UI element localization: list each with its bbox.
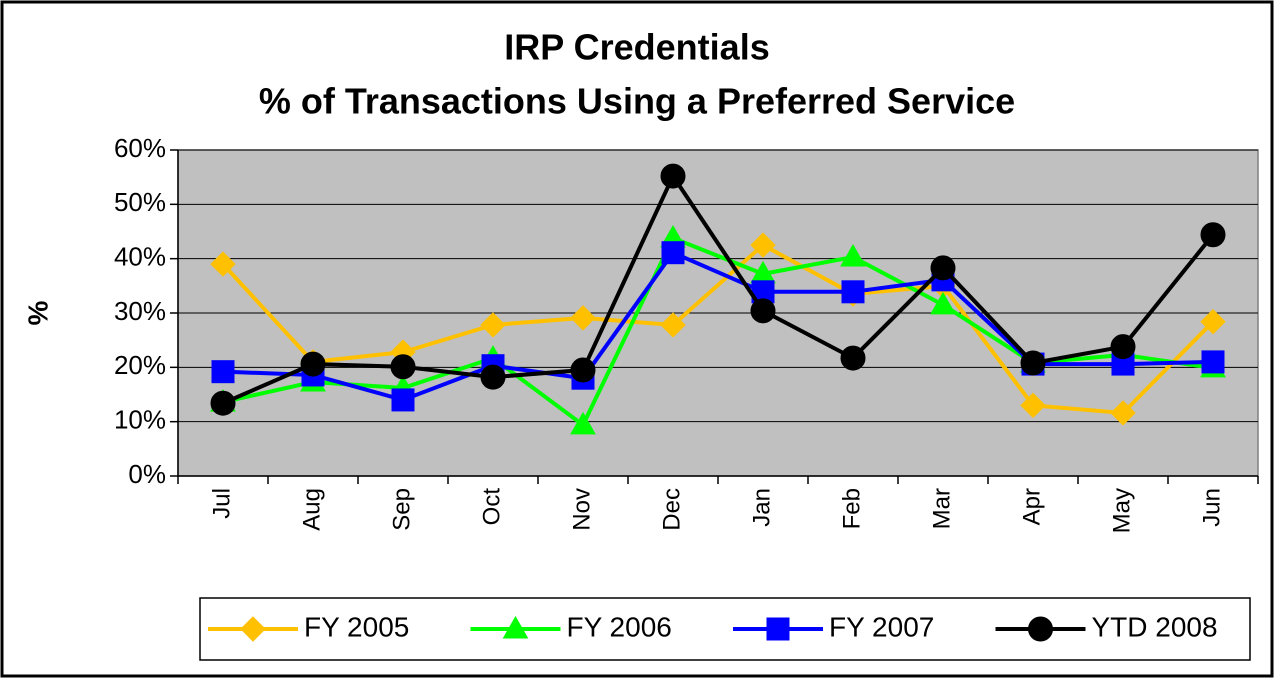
marker: [480, 364, 506, 390]
x-tick-label: Apr: [1018, 488, 1045, 525]
marker: [1200, 308, 1226, 335]
marker: [1110, 334, 1136, 360]
marker: [300, 351, 326, 377]
marker: [570, 357, 596, 383]
marker: [480, 312, 506, 338]
marker: [390, 354, 416, 380]
marker: [1200, 222, 1226, 248]
marker: [210, 390, 236, 416]
marker: [660, 163, 686, 189]
marker: [660, 312, 686, 338]
marker: [750, 232, 776, 258]
legend-label: YTD 2008: [1092, 611, 1218, 642]
x-tick-label: Jan: [748, 488, 775, 527]
y-tick-label: 60%: [114, 133, 166, 163]
marker: [1201, 350, 1225, 374]
marker: [661, 241, 685, 265]
legend-marker: [240, 616, 266, 642]
chart-title: IRP Credentials: [504, 27, 769, 68]
series-line: [221, 242, 1215, 416]
legend-label: FY 2005: [304, 611, 409, 642]
marker: [391, 388, 415, 412]
x-tick-label: Mar: [928, 488, 955, 529]
y-tick-label: 50%: [114, 187, 166, 217]
y-tick-label: 20%: [114, 350, 166, 380]
marker: [210, 251, 236, 277]
x-tick-label: Feb: [838, 488, 865, 529]
y-tick-label: 10%: [114, 405, 166, 435]
marker: [1020, 392, 1046, 419]
marker: [930, 255, 956, 281]
marker: [750, 298, 776, 324]
marker: [841, 280, 865, 304]
legend-marker: [1028, 616, 1053, 642]
x-tick-label: Aug: [298, 488, 325, 531]
y-tick-label: 40%: [114, 242, 166, 272]
marker: [840, 345, 866, 371]
x-tick-label: Oct: [478, 488, 505, 526]
series-line: [222, 172, 1215, 406]
y-tick-label: 0%: [128, 459, 166, 489]
legend-marker: [766, 617, 790, 641]
series-line: [222, 250, 1214, 403]
marker: [930, 291, 956, 315]
marker: [840, 244, 866, 267]
marker: [570, 411, 596, 435]
legend-label: FY 2007: [829, 611, 934, 642]
chart-subtitle: % of Transactions Using a Preferred Serv…: [259, 81, 1015, 122]
x-tick-label: Jul: [208, 488, 235, 519]
legend-label: FY 2006: [567, 611, 672, 642]
y-tick-label: 30%: [114, 296, 166, 326]
marker: [1110, 400, 1136, 426]
legend-marker: [502, 615, 529, 639]
x-tick-label: Sep: [388, 488, 415, 531]
y-axis-label: %: [22, 300, 53, 325]
x-tick-label: Nov: [568, 488, 595, 531]
x-tick-label: May: [1108, 488, 1135, 533]
x-tick-label: Jun: [1198, 488, 1225, 527]
marker: [211, 360, 235, 384]
marker: [570, 305, 596, 331]
marker: [1020, 350, 1046, 376]
x-tick-label: Dec: [658, 488, 685, 531]
